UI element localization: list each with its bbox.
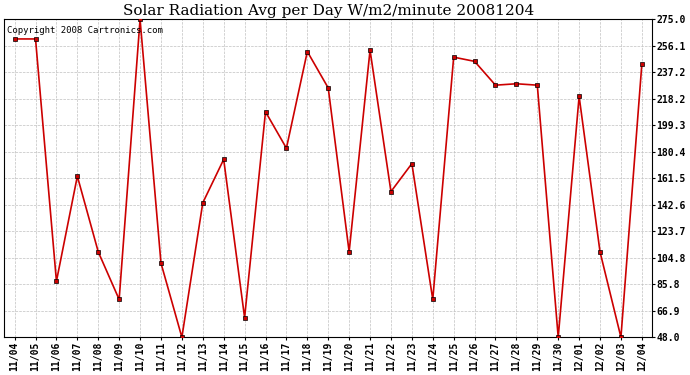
Title: Solar Radiation Avg per Day W/m2/minute 20081204: Solar Radiation Avg per Day W/m2/minute … bbox=[123, 4, 534, 18]
Text: Copyright 2008 Cartronics.com: Copyright 2008 Cartronics.com bbox=[8, 26, 164, 35]
